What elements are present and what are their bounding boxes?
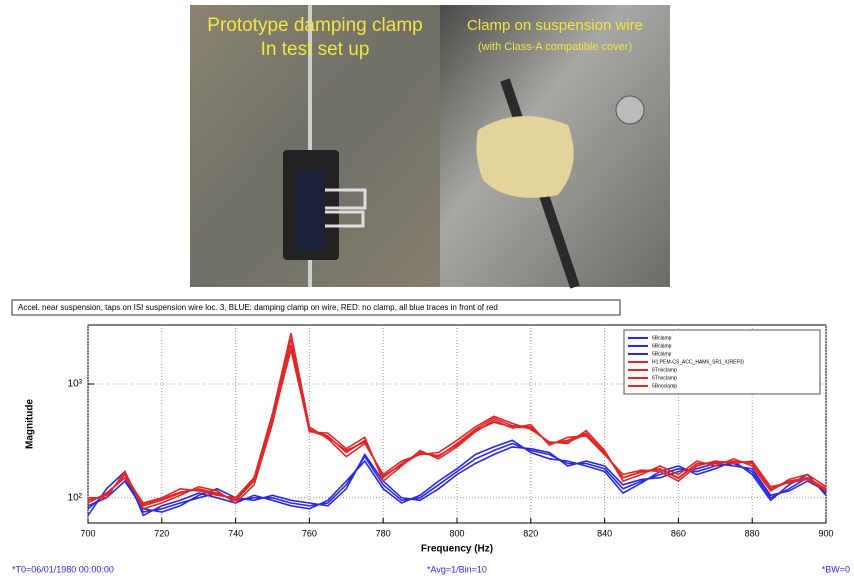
photo-caption: In test set up [261,39,370,60]
x-tick-label: 820 [523,528,538,538]
y-tick-label: 10² [68,492,83,503]
photo-caption: Clamp on suspension wire [467,17,643,34]
x-tick-label: 880 [745,528,760,538]
x-axis-label: Frequency (Hz) [421,544,493,555]
x-tick-label: 720 [154,528,169,538]
legend-label: 6Tnoclamp [652,367,677,373]
page: Prototype damping clamp In test set up C… [0,0,854,578]
x-tick-label: 900 [818,528,833,538]
footnote: *BW=0 [822,564,850,574]
x-tick-label: 760 [302,528,317,538]
x-tick-label: 860 [671,528,686,538]
chart-title: Accel. near suspension, taps on ISI susp… [18,303,498,312]
legend-label: 6Bclamp [652,343,672,349]
legend-label: 6Bclamp [652,335,672,341]
photo-caption: Prototype damping clamp [207,15,422,36]
y-tick-label: 10³ [68,379,83,390]
photo-caption: (with Class-A compatible cover) [478,41,632,53]
x-tick-label: 740 [228,528,243,538]
footnote: *Avg=1/Bin=10 [427,564,487,574]
x-tick-label: 780 [376,528,391,538]
x-tick-label: 840 [597,528,612,538]
y-axis-label: Magnitude [25,399,36,449]
photo-right: Clamp on suspension wire (with Class-A c… [440,5,670,287]
footnote: *T0=06/01/1980 00:00:00 [12,564,114,574]
legend-label: 6Tnoclamp [652,375,677,381]
legend-label: H1:PEM-CS_ACC_HAM6_SR1_X(REF0) [652,359,744,365]
legend-label: 5Bclamp [652,351,672,357]
legend-label: 5Bnoclamp [652,383,677,389]
x-tick-label: 800 [449,528,464,538]
x-tick-label: 700 [80,528,95,538]
photo-left: Prototype damping clamp In test set up [190,5,440,287]
